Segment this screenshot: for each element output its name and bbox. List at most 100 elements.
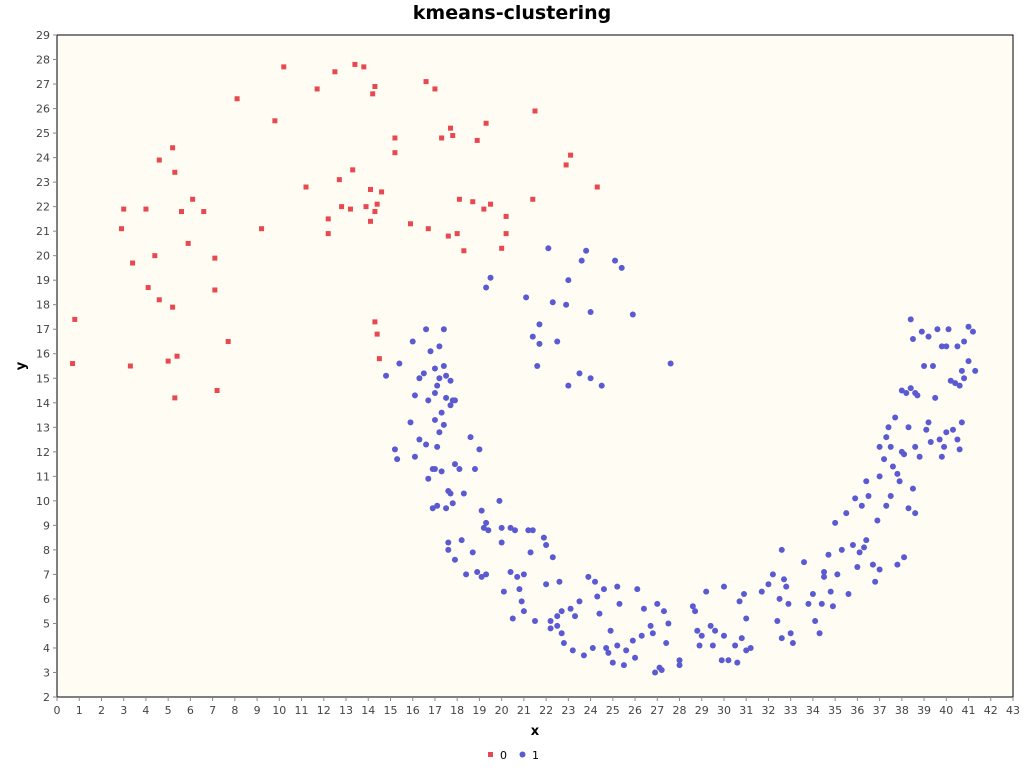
data-point-series-1 — [785, 600, 792, 607]
data-point-series-1 — [478, 573, 485, 580]
data-point-series-1 — [572, 613, 579, 620]
data-point-series-1 — [436, 343, 443, 350]
data-point-series-1 — [463, 571, 470, 578]
data-point-series-1 — [529, 527, 536, 534]
data-point-series-1 — [932, 394, 939, 401]
data-point-series-1 — [623, 647, 630, 654]
data-point-series-1 — [480, 524, 487, 531]
data-point-series-1 — [507, 524, 514, 531]
data-point-series-1 — [738, 635, 745, 642]
data-point-series-1 — [676, 662, 683, 669]
data-point-series-1 — [834, 571, 841, 578]
y-tick-label: 13 — [36, 421, 50, 434]
data-point-series-1 — [707, 622, 714, 629]
data-point-series-0 — [172, 395, 178, 401]
data-point-series-0 — [376, 356, 382, 362]
y-tick-label: 16 — [36, 348, 50, 361]
data-point-series-0 — [372, 319, 378, 325]
data-point-series-0 — [594, 184, 600, 190]
data-point-series-1 — [409, 338, 416, 345]
data-point-series-0 — [118, 226, 124, 232]
data-point-series-0 — [370, 91, 376, 97]
data-point-series-1 — [487, 274, 494, 281]
data-point-series-1 — [845, 591, 852, 598]
data-point-series-1 — [876, 473, 883, 480]
data-point-series-1 — [667, 360, 674, 367]
data-point-series-1 — [536, 321, 543, 328]
data-point-series-1 — [434, 502, 441, 509]
data-point-series-1 — [612, 257, 619, 264]
data-point-series-1 — [778, 635, 785, 642]
data-point-series-1 — [554, 613, 561, 620]
data-point-series-1 — [445, 546, 452, 553]
x-tick-label: 36 — [850, 704, 864, 717]
data-point-series-1 — [949, 426, 956, 433]
data-point-series-1 — [843, 510, 850, 517]
data-point-series-1 — [821, 573, 828, 580]
data-point-series-1 — [443, 372, 450, 379]
data-point-series-1 — [938, 453, 945, 460]
y-tick-label: 22 — [36, 201, 50, 214]
data-point-series-1 — [596, 610, 603, 617]
data-point-series-0 — [336, 177, 342, 183]
data-point-series-0 — [392, 135, 398, 141]
data-point-series-1 — [696, 642, 703, 649]
data-point-series-1 — [647, 622, 654, 629]
data-point-series-1 — [883, 502, 890, 509]
data-point-series-1 — [605, 649, 612, 656]
data-point-series-0 — [179, 209, 185, 215]
x-tick-label: 33 — [784, 704, 798, 717]
x-tick-label: 13 — [339, 704, 353, 717]
data-point-series-1 — [665, 620, 672, 627]
data-point-series-1 — [658, 667, 665, 674]
data-point-series-0 — [170, 304, 176, 310]
data-point-series-0 — [212, 287, 218, 293]
data-point-series-1 — [876, 566, 883, 573]
x-tick-label: 30 — [717, 704, 731, 717]
data-point-series-1 — [838, 546, 845, 553]
data-point-series-1 — [907, 316, 914, 323]
data-point-series-1 — [429, 505, 436, 512]
y-tick-label: 15 — [36, 372, 50, 385]
data-point-series-1 — [676, 657, 683, 664]
data-point-series-1 — [961, 338, 968, 345]
x-tick-label: 22 — [539, 704, 553, 717]
data-point-series-1 — [952, 380, 959, 387]
data-point-series-1 — [554, 622, 561, 629]
x-tick-label: 42 — [984, 704, 998, 717]
x-tick-label: 21 — [517, 704, 531, 717]
data-point-series-0 — [367, 218, 373, 224]
data-point-series-1 — [905, 505, 912, 512]
data-point-series-0 — [374, 331, 380, 337]
data-point-series-1 — [903, 389, 910, 396]
data-point-series-0 — [563, 162, 569, 168]
x-tick-label: 18 — [450, 704, 464, 717]
data-point-series-1 — [423, 441, 430, 448]
data-point-series-1 — [956, 382, 963, 389]
data-point-series-1 — [743, 615, 750, 622]
x-tick-label: 6 — [187, 704, 194, 717]
data-point-series-1 — [578, 257, 585, 264]
x-tick-label: 27 — [650, 704, 664, 717]
data-point-series-1 — [431, 389, 438, 396]
data-point-series-1 — [881, 456, 888, 463]
data-point-series-1 — [912, 510, 919, 517]
data-point-series-1 — [547, 617, 554, 624]
data-point-series-1 — [438, 468, 445, 475]
data-point-series-0 — [172, 169, 178, 175]
data-point-series-1 — [587, 309, 594, 316]
data-point-series-1 — [549, 299, 556, 306]
x-tick-label: 12 — [317, 704, 331, 717]
data-point-series-0 — [350, 167, 356, 173]
data-point-series-0 — [225, 338, 231, 344]
data-point-series-0 — [339, 204, 345, 210]
data-point-series-0 — [314, 86, 320, 92]
data-point-series-1 — [498, 539, 505, 546]
data-point-series-0 — [503, 231, 509, 237]
data-point-series-1 — [816, 630, 823, 637]
data-point-series-1 — [451, 461, 458, 468]
data-point-series-1 — [580, 652, 587, 659]
data-point-series-1 — [692, 608, 699, 615]
data-point-series-1 — [638, 632, 645, 639]
